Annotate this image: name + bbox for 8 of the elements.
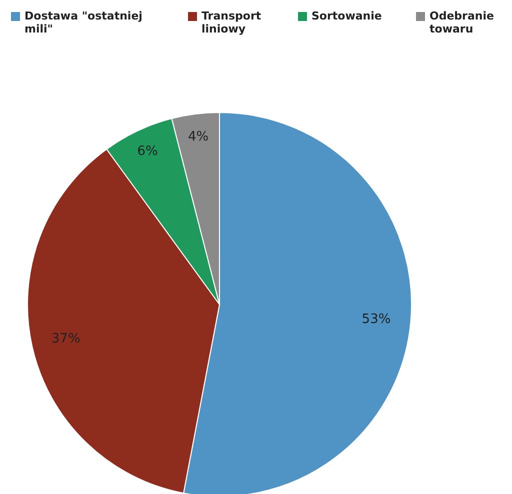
legend-label: Sortowanie bbox=[312, 10, 382, 22]
legend-label: Dostawa "ostatniej mili" bbox=[24, 10, 142, 36]
data-label: 6% bbox=[137, 144, 158, 160]
data-label: 53% bbox=[362, 312, 391, 327]
legend-label: Odebranie towaru bbox=[430, 10, 494, 36]
data-label: 37% bbox=[51, 331, 80, 346]
legend-label: Transport liniowy bbox=[202, 10, 262, 36]
data-label: 4% bbox=[188, 129, 209, 144]
